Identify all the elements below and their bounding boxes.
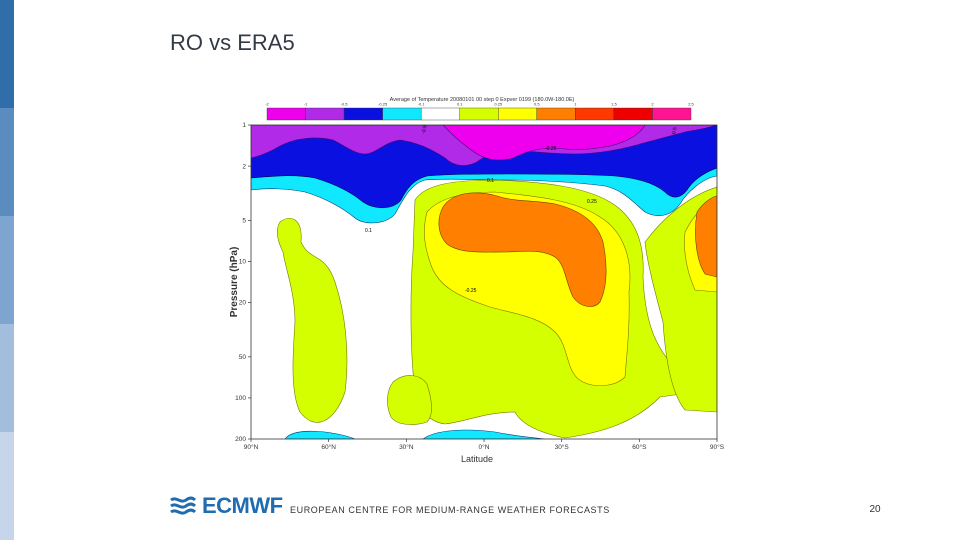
y-tick-label: 2 <box>242 163 246 170</box>
colorbar-swatch <box>536 107 576 121</box>
contour-region-orange-east <box>695 195 717 278</box>
colorbar-tick-label: -0.5 <box>341 102 349 107</box>
y-axis-label: Pressure (hPa) <box>229 247 240 318</box>
colorbar-swatch <box>343 107 383 121</box>
x-tick-label: 90°N <box>244 443 259 451</box>
colorbar-swatch <box>305 107 345 121</box>
colorbar-swatch <box>652 107 692 121</box>
colorbar-swatch <box>420 107 460 121</box>
temperature-cross-section-chart: Average of Temperature 20080101 00 step … <box>215 92 725 467</box>
contour-label: -0.5 <box>671 127 678 137</box>
logo-text: ECMWF <box>202 493 283 518</box>
contour-region-magenta <box>442 125 646 161</box>
ecmwf-logo: ECMWF <box>170 493 283 518</box>
colorbar-tick-label: 1 <box>574 102 577 107</box>
y-axis: 1 2 5 10 20 50 100 200 <box>235 122 251 443</box>
y-tick-label: 200 <box>235 436 246 443</box>
colorbar-legend: -2 -1 -0.5 -0.25 -0.1 0.1 0.25 0.5 1 1.5 2 2.5 <box>265 102 695 121</box>
x-tick-label: 30°N <box>399 443 414 451</box>
x-axis: 90°N 60°N 30°N 0°N 30°S 60°S 90°S <box>244 439 725 451</box>
colorbar-swatch <box>266 107 306 121</box>
contour-region-orange <box>438 192 607 307</box>
y-tick-label: 20 <box>239 300 247 307</box>
ecmwf-wave-icon <box>170 496 196 515</box>
x-axis-label: Latitude <box>461 454 493 464</box>
y-tick-label: 100 <box>235 395 246 402</box>
contour-fields <box>251 125 717 439</box>
x-tick-label: 60°N <box>321 443 336 451</box>
colorbar-swatch <box>575 107 615 121</box>
contour-region-cyan-bottom-2 <box>422 429 546 439</box>
contour-region-positive-west <box>276 218 348 423</box>
page-number: 20 <box>869 504 881 515</box>
x-tick-label: 30°S <box>555 443 570 451</box>
slide-title: RO vs ERA5 <box>170 30 295 55</box>
contour-label: 0.25 <box>587 199 597 205</box>
colorbar-tick-label: 1.5 <box>611 102 617 107</box>
colorbar-tick-label: 0.1 <box>457 102 463 107</box>
x-tick-label: 0°N <box>479 443 490 451</box>
y-tick-label: 10 <box>239 259 247 266</box>
contour-region-positive-tropical <box>387 375 432 425</box>
colorbar-tick-label: -2 <box>265 102 269 107</box>
colorbar-swatch <box>459 107 499 121</box>
colorbar-swatch <box>613 107 653 121</box>
contour-label: -0.5 <box>421 125 428 135</box>
contour-region-cyan-bottom <box>284 430 356 439</box>
y-tick-label: 1 <box>242 122 246 129</box>
colorbar-tick-label: -0.1 <box>418 102 426 107</box>
colorbar-tick-label: -1 <box>304 102 308 107</box>
colorbar-tick-label: 2.5 <box>688 102 694 107</box>
colorbar-tick-label: 0.25 <box>494 102 503 107</box>
colorbar-swatch <box>382 107 422 121</box>
contour-label: -0.25 <box>465 288 477 294</box>
side-color-strip <box>0 0 14 540</box>
contour-label: 0.1 <box>487 178 494 184</box>
footer-organization: EUROPEAN CENTRE FOR MEDIUM-RANGE WEATHER… <box>290 505 610 515</box>
colorbar-tick-label: 0.5 <box>534 102 540 107</box>
chart-title: Average of Temperature 20080101 00 step … <box>390 97 575 103</box>
contour-label: 0.1 <box>365 228 372 234</box>
colorbar-tick-label: 2 <box>651 102 654 107</box>
y-tick-label: 5 <box>242 218 246 225</box>
chart-svg: Average of Temperature 20080101 00 step … <box>229 97 725 464</box>
x-tick-label: 90°S <box>710 443 725 451</box>
x-tick-label: 60°S <box>632 443 647 451</box>
y-tick-label: 50 <box>239 354 247 361</box>
colorbar-swatch <box>498 107 538 121</box>
contour-labels: -0.5 -0.25 0.1 0.25 -0.5 -0.25 0.1 <box>365 125 679 294</box>
contour-label: -0.25 <box>545 146 557 152</box>
colorbar-tick-label: -0.25 <box>378 102 388 107</box>
